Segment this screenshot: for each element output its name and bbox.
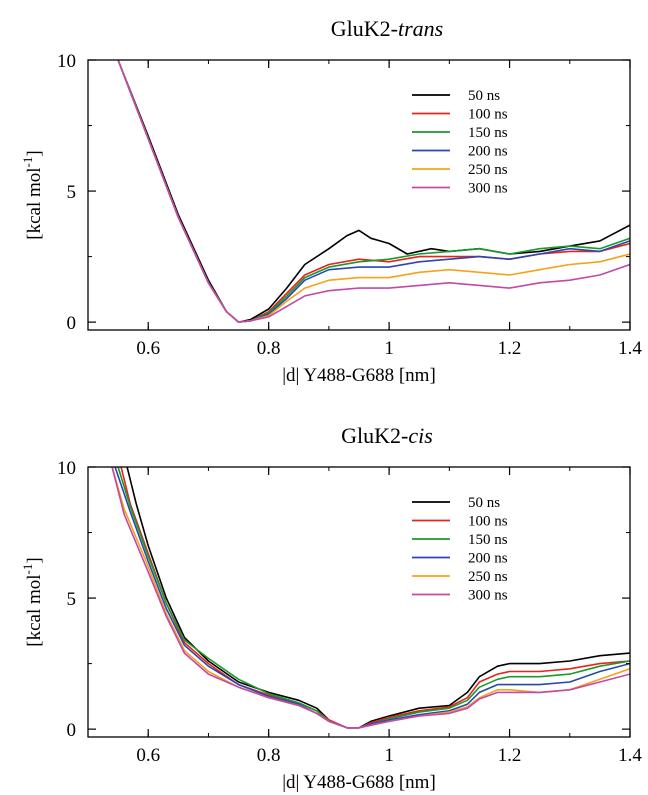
legend-label: 300 ns [468,181,508,197]
chart-title-prefix: GluK2- [341,423,408,448]
chart-title: GluK2-cis [341,423,433,448]
legend-label: 50 ns [468,495,500,511]
series-line-150-ns [117,60,630,323]
series-line-200-ns [117,60,630,323]
series-group [117,60,630,323]
series-line-300-ns [117,60,630,323]
series-line-100-ns [120,467,630,729]
series-line-100-ns [117,60,630,323]
y-tick-label: 0 [67,313,77,334]
legend: 50 ns 100 ns 150 ns 200 ns 250 ns 300 ns [412,495,508,604]
y-tick-label: 10 [57,51,76,72]
series-line-250-ns [117,60,630,323]
series-line-250-ns [111,467,630,729]
x-tick-label: 1 [384,745,394,766]
x-axis-label: |d| Y488-G688 [nm] [282,772,436,793]
x-tick-label: 0.6 [136,745,160,766]
series-group [111,467,630,729]
legend-label: 150 ns [468,532,508,548]
x-tick-label: 0.6 [136,338,160,359]
plot-frame [87,59,631,331]
x-axis-label: |d| Y488-G688 [nm] [282,365,436,386]
y-tick-label: 10 [57,458,76,479]
x-tick-label: 1.2 [498,745,522,766]
x-tick-label: 1 [384,338,394,359]
y-tick-label: 5 [67,182,77,203]
chart-trans: GluK2-trans 0.6 0.8 1 1.2 1.4 0 5 10 |d| Y488-G68… [20,16,642,386]
x-tick-label: 0.8 [257,338,281,359]
legend-label: 100 ns [468,107,508,123]
series-line-300-ns [111,467,630,729]
x-tick-label: 0.8 [257,745,281,766]
x-tick-label: 1.2 [498,338,522,359]
legend-label: 250 ns [468,569,508,585]
legend-label: 300 ns [468,588,508,604]
legend-label: 50 ns [468,88,500,104]
chart-title-suffix: cis [408,423,432,448]
y-axis-label: [kcal mol-1] [20,150,45,239]
x-tick-label: 1.4 [618,745,642,766]
y-axis-label-main: [kcal mol [24,167,45,239]
y-tick-label: 5 [67,589,77,610]
legend-label: 200 ns [468,144,508,160]
y-tick-label: 0 [67,720,77,741]
legend-label: 200 ns [468,551,508,567]
chart-cis: GluK2-cis 0.6 0.8 1 1.2 1.4 0 5 10 |d| Y488-G688 … [20,423,642,793]
y-axis-label-close: ] [24,557,45,563]
y-axis-label-superscript: -1 [20,157,35,168]
y-axis-label: [kcal mol-1] [20,557,45,646]
series-line-50-ns [126,467,630,729]
x-tick-label: 1.4 [618,338,642,359]
legend-label: 250 ns [468,162,508,178]
legend-label: 150 ns [468,125,508,141]
y-axis-label-superscript: -1 [20,564,35,575]
series-line-50-ns [117,60,630,323]
series-line-200-ns [114,467,630,729]
legend: 50 ns 100 ns 150 ns 200 ns 250 ns 300 ns [412,88,508,197]
series-line-150-ns [117,467,630,729]
y-axis-label-main: [kcal mol [24,574,45,646]
chart-title: GluK2-trans [331,16,443,41]
plot-frame [87,466,631,738]
chart-title-suffix: trans [398,16,443,41]
legend-label: 100 ns [468,514,508,530]
chart-title-prefix: GluK2- [331,16,398,41]
y-axis-label-close: ] [24,150,45,156]
